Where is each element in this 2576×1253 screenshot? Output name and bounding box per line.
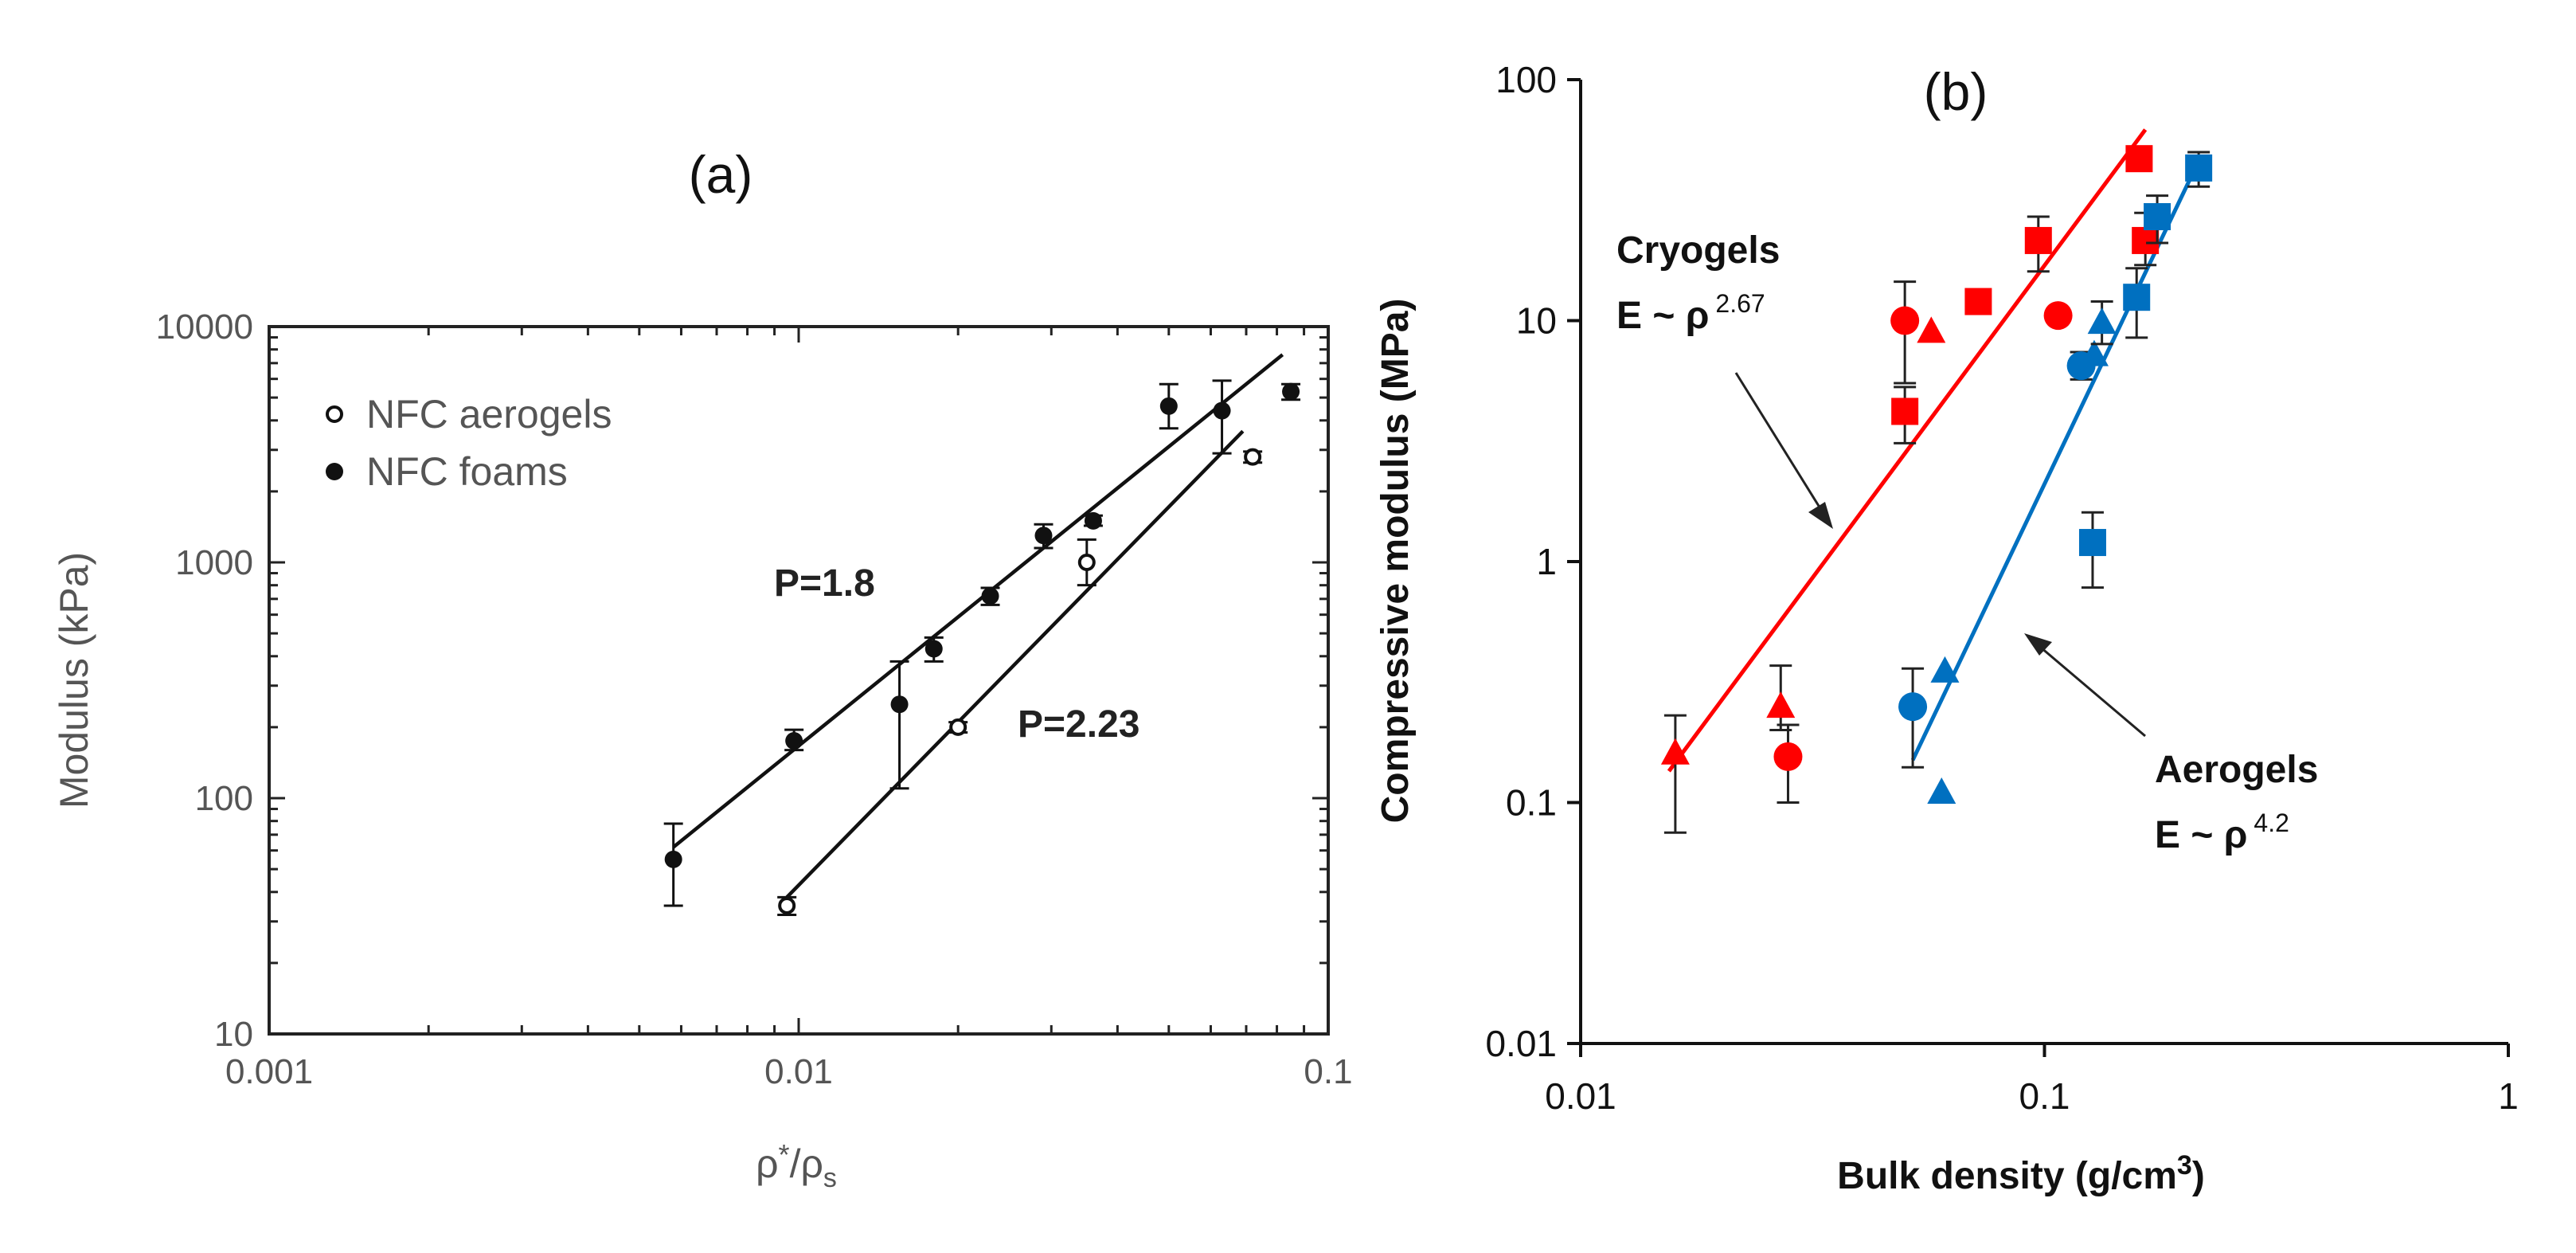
panel-a-x-tick-label: 0.1 — [1304, 1052, 1352, 1091]
annotation-aerogels-eq: E ~ ρ 4.2 — [2155, 809, 2289, 856]
panel-b-data-points — [1660, 145, 2213, 834]
panel-b-xlabel-main: Bulk density (g/cm — [1837, 1155, 2177, 1197]
panel-b-y-tick-label: 10 — [1516, 300, 1557, 342]
panel-b-fit-line — [1667, 128, 2148, 773]
panel-a-point-aerogel — [1077, 554, 1096, 571]
panel-b-point-aerogels-triangle — [1930, 656, 1960, 683]
aerogels-eq-base: E ~ ρ — [2155, 814, 2247, 856]
panel-b-point-cryogels-triangle — [1766, 691, 1796, 719]
panel-a-fit-line — [672, 353, 1284, 849]
panel-a-xlabel-sub: s — [823, 1163, 837, 1193]
panel-a-plot-frame — [268, 325, 1330, 1036]
panel-b-label: (b) — [1924, 62, 1988, 121]
panel-b-x-tick-label: 0.01 — [1545, 1075, 1616, 1117]
panel-b-y-axis-label: Compressive modulus (MPa) — [1374, 299, 1417, 824]
panel-a-y-tick-label: 100 — [195, 779, 253, 818]
panel-a-point-aerogel — [1244, 448, 1262, 466]
panel-b-xlabel-end: ) — [2192, 1155, 2205, 1197]
panel-b-point-cryogels-square — [1891, 397, 1919, 425]
panel-a-x-tick-label: 0.01 — [764, 1052, 833, 1091]
annotation-p-2-23: P=2.23 — [1018, 703, 1139, 746]
cryogels-arrow-head — [1808, 502, 1833, 529]
panel-a-point-aerogel — [949, 718, 967, 736]
panel-b-x-tick-label: 1 — [2498, 1075, 2519, 1117]
panel-a-x-tick-label: 0.001 — [225, 1052, 313, 1091]
legend-filled-circle-icon — [326, 463, 343, 480]
panel-b-point-cryogels-square — [2132, 226, 2160, 254]
panel-b-x-axis-label: Bulk density (g/cm3) — [1837, 1150, 2205, 1197]
aerogels-arrow — [2024, 633, 2146, 738]
panel-a-point-foam — [664, 850, 682, 868]
panel-a-point-foam — [1034, 527, 1053, 545]
cryogels-eq-base: E ~ ρ — [1616, 295, 1709, 337]
panel-a-fit-line — [785, 429, 1245, 899]
panel-b-point-cryogels-square — [1964, 288, 1992, 315]
annotation-cryogels-eq: E ~ ρ 2.67 — [1616, 289, 1765, 337]
panel-b: (b) 0.01 0.1 1 10 100 0.01 0.1 1 Compressive mo… — [1374, 59, 2519, 1197]
legend-nfc-aerogels: NFC aerogels — [366, 392, 612, 437]
panel-b-y-tick-label: 100 — [1495, 59, 1557, 100]
annotation-p-1-8: P=1.8 — [774, 562, 875, 605]
panel-b-point-aerogels-triangle — [2079, 339, 2109, 366]
panel-a-fit-lines — [672, 353, 1284, 899]
panel-b-point-cryogels-circle — [1890, 306, 1920, 335]
panel-a-point-foam — [1084, 511, 1102, 530]
panel-a-point-foam — [785, 732, 803, 750]
panel-b-point-cryogels-square — [2024, 226, 2052, 254]
legend-nfc-foams: NFC foams — [366, 449, 568, 494]
panel-b-y-tick-label: 0.01 — [1485, 1023, 1557, 1064]
aerogels-arrow-shaft — [2035, 641, 2146, 738]
panel-b-point-aerogels-circle — [1898, 692, 1928, 722]
panel-a-point-foam — [1282, 382, 1300, 401]
panel-a-xlabel-sup: * — [779, 1138, 790, 1171]
annotation-cryogels-title: Cryogels — [1616, 229, 1780, 272]
aerogels-arrow-head — [2024, 633, 2052, 656]
annotation-aerogels-title: Aerogels — [2155, 749, 2318, 791]
panel-b-point-aerogels-square — [2144, 203, 2171, 231]
panel-a-point-foam — [1159, 397, 1178, 415]
panel-b-x-tick-label: 0.1 — [2019, 1075, 2070, 1117]
panel-a-xlabel-mid: /ρ — [790, 1141, 823, 1186]
panel-b-y-tick-label: 1 — [1536, 541, 1557, 582]
panel-a-y-axis-label: Modulus (kPa) — [52, 552, 96, 809]
panel-b-point-cryogels-triangle — [1660, 738, 1690, 765]
legend-open-circle-icon — [326, 405, 343, 423]
panel-b-fit-lines — [1667, 128, 2201, 773]
panel-a-y-tick-label: 10000 — [156, 307, 253, 347]
panel-a-y-tick-label: 1000 — [175, 543, 253, 582]
panel-a-point-foam — [924, 640, 943, 658]
cryogels-eq-exponent: 2.67 — [1715, 289, 1765, 318]
panel-a-y-tick-label: 10 — [214, 1015, 253, 1054]
cryogels-arrow — [1734, 372, 1833, 529]
panel-a-x-axis-label: ρ*/ρs — [756, 1138, 837, 1193]
panel-a-label: (a) — [689, 145, 753, 204]
panel-a: (a) 0.001 0.01 0.1 10 100 1000 10000 Modulus (… — [52, 145, 1353, 1193]
panel-b-tick-labels: 0.01 0.1 1 10 100 0.01 0.1 1 — [1485, 59, 2518, 1117]
panel-b-point-aerogels-square — [2185, 154, 2213, 182]
panel-b-point-aerogels-triangle — [2087, 307, 2117, 335]
panel-b-xlabel-sup: 3 — [2177, 1150, 2192, 1181]
panel-b-point-aerogels-square — [2123, 284, 2151, 311]
panel-b-axes — [1567, 78, 2510, 1057]
panel-a-point-foam — [890, 695, 909, 714]
panel-a-xlabel-rho: ρ — [756, 1141, 778, 1186]
panel-b-point-cryogels-circle — [1773, 742, 1803, 771]
panel-a-point-foam — [1213, 401, 1231, 420]
cryogels-arrow-shaft — [1734, 372, 1827, 517]
panel-b-point-cryogels-square — [2125, 145, 2153, 173]
panel-b-point-cryogels-circle — [2043, 301, 2073, 331]
panel-b-point-cryogels-triangle — [1917, 316, 1946, 343]
panel-a-legend: NFC aerogels NFC foams — [326, 392, 612, 494]
panel-a-data-points — [663, 379, 1301, 916]
panel-b-y-tick-label: 0.1 — [1506, 782, 1557, 824]
aerogels-eq-exponent: 4.2 — [2254, 809, 2289, 837]
panel-a-tick-labels: 0.001 0.01 0.1 10 100 1000 10000 — [156, 307, 1353, 1091]
panel-b-fit-line — [1910, 159, 2201, 762]
panel-b-point-aerogels-square — [2078, 529, 2106, 557]
panel-a-point-aerogel — [778, 896, 796, 914]
panel-a-point-foam — [981, 587, 999, 605]
panel-b-point-aerogels-triangle — [1927, 777, 1956, 804]
